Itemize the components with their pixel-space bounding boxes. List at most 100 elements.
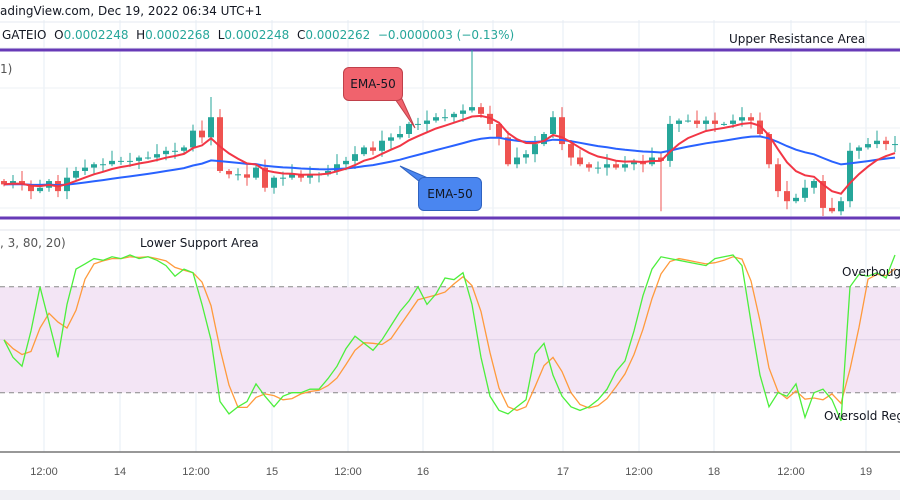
time-tick-label: 19 (859, 466, 873, 478)
candle-body (577, 157, 583, 165)
candle-body (370, 147, 376, 151)
time-tick-label: 12:00 (334, 466, 362, 478)
high-value: 0.0002268 (145, 28, 211, 42)
candle-body (235, 174, 241, 176)
candle-body (460, 110, 466, 114)
candle-body (559, 117, 565, 145)
change-value: −0.0000003 (−0.13%) (377, 28, 515, 42)
candle-body (433, 117, 439, 121)
candle-body (442, 117, 448, 119)
candle-body (109, 160, 115, 165)
candle-body (298, 174, 304, 178)
candle-body (883, 140, 889, 145)
candle-body (217, 117, 223, 171)
candle-body (172, 150, 178, 152)
ema-red-pointer (394, 98, 416, 129)
candle-body (775, 164, 781, 192)
candle-body (829, 207, 835, 212)
candle-body (28, 184, 34, 192)
candle-body (865, 144, 871, 148)
candle-body (136, 157, 142, 161)
candle-body (19, 181, 25, 185)
open-value: 0.0002248 (63, 28, 129, 42)
high-label: H (136, 28, 146, 42)
time-tick-label: 12:00 (777, 466, 805, 478)
candle-body (415, 123, 421, 125)
candle-body (406, 123, 412, 134)
candle-body (586, 164, 592, 168)
time-tick-label: 12:00 (30, 466, 58, 478)
upper-resistance-label: Upper Resistance Area (729, 32, 866, 46)
candle-body (163, 150, 169, 155)
candle-body (190, 130, 196, 148)
candle-body (730, 120, 736, 124)
candle-body (676, 120, 682, 124)
candle-body (820, 181, 826, 208)
candle-body (253, 167, 259, 178)
candle-body (766, 134, 772, 165)
candle-body (208, 117, 214, 138)
oversold-label: Oversold Regi (824, 409, 900, 423)
candle-body (856, 147, 862, 151)
time-tick-label: 12:00 (625, 466, 653, 478)
candle-body (892, 144, 898, 146)
candle-body (100, 164, 106, 166)
time-tick-label: 16 (416, 466, 430, 478)
candle-body (721, 123, 727, 125)
candle-body (379, 140, 385, 151)
candle-body (667, 123, 673, 161)
candle-body (181, 147, 187, 151)
candle-body (595, 167, 601, 169)
bottom-bar (0, 490, 900, 500)
candle-body (307, 174, 313, 178)
candle-body (352, 154, 358, 161)
candle-body (397, 134, 403, 138)
ema-red-callout: EMA-50 (343, 67, 403, 101)
candle-body (793, 197, 799, 202)
time-tick-label: 17 (556, 466, 570, 478)
stoch-d-line (3, 256, 896, 412)
time-tick-label: 15 (265, 466, 279, 478)
candle-body (334, 164, 340, 171)
ema-blue-callout: EMA-50 (418, 177, 482, 211)
time-tick-label: 12:00 (182, 466, 210, 478)
candle-body (757, 120, 763, 134)
candle-body (739, 117, 745, 121)
candle-body (622, 164, 628, 168)
candle-body (604, 164, 610, 168)
chart-source-title: adingView.com, Dec 19, 2022 06:34 UTC+1 (0, 4, 263, 18)
candle-body (469, 107, 475, 111)
candle-body (748, 117, 754, 121)
candle-body (154, 154, 160, 158)
candle-body (91, 164, 97, 168)
lower-support-label: Lower Support Area (140, 236, 259, 250)
candle-body (478, 107, 484, 114)
candle-body (838, 201, 844, 212)
candle-body (694, 120, 700, 124)
candle-body (226, 170, 232, 175)
candle-body (685, 120, 691, 122)
low-label: L (217, 28, 225, 42)
candle-body (847, 150, 853, 202)
candle-body (784, 191, 790, 202)
candle-body (550, 117, 556, 134)
candle-body (343, 160, 349, 165)
candle-body (280, 177, 286, 179)
candle-body (541, 134, 547, 145)
candle-body (361, 147, 367, 155)
stoch-params: , 3, 80, 20) (0, 236, 66, 250)
candle-body (802, 187, 808, 198)
candle-body (289, 174, 295, 178)
candle-body (712, 120, 718, 124)
candle-body (424, 120, 430, 124)
time-tick-label: 14 (113, 466, 127, 478)
candle-body (505, 137, 511, 165)
candle-body (496, 123, 502, 138)
overbought-label: Overbough (842, 265, 900, 279)
candle-body (271, 177, 277, 188)
indicator-fragment: 1) (0, 62, 13, 76)
candle-body (658, 157, 664, 161)
candle-body (811, 181, 817, 188)
candle-body (199, 130, 205, 138)
